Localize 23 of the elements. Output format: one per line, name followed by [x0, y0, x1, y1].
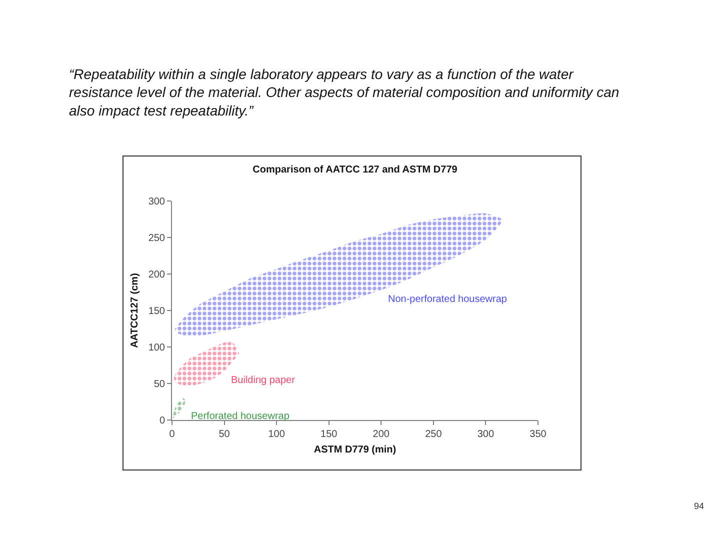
y-tick-label: 150 — [148, 306, 166, 317]
x-tick-label: 0 — [169, 429, 176, 440]
series-label: Perforated housewrap — [191, 411, 290, 422]
y-tick-label: 100 — [148, 342, 166, 354]
y-tick-label: 0 — [159, 416, 166, 426]
series-label: Non-perforated housewrap — [388, 294, 508, 305]
x-tick-label: 350 — [530, 429, 547, 440]
y-tick-label: 300 — [148, 196, 166, 208]
x-tick-label: 300 — [477, 429, 494, 440]
x-axis-title: ASTM D779 (min) — [314, 444, 396, 456]
x-tick-label: 50 — [218, 429, 230, 440]
x-tick-label: 200 — [372, 429, 390, 440]
chart-subtitle: “Repeatability within a single laboratory appears to vary as a function of the water resistance level of the material. Other aspects of material composition and uniformity can also impact test repeatability.” — [69, 66, 620, 118]
chart-title: Comparison of AATCC 127 and ASTM D779 — [252, 164, 458, 176]
series-label: Building paper — [231, 375, 296, 386]
y-axis-title: AATCC127 (cm) — [129, 273, 140, 348]
y-tick-label: 250 — [148, 233, 166, 244]
x-tick-label: 250 — [425, 429, 442, 440]
y-tick-label: 200 — [148, 270, 166, 280]
x-tick-label: 150 — [320, 429, 338, 440]
x-tick-label: 100 — [268, 429, 286, 440]
y-tick-label: 50 — [154, 379, 166, 390]
text: 94 — [694, 501, 704, 511]
